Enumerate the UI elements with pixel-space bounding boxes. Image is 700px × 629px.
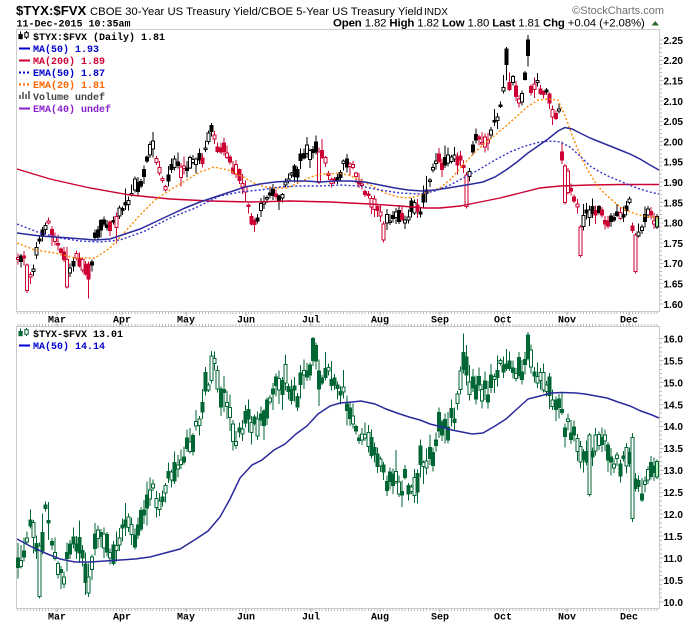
svg-text:Open 1.82 High 1.82 Low 1.80 L: Open 1.82 High 1.82 Low 1.80 Last 1.81 C… xyxy=(333,18,645,30)
svg-text:16.0: 16.0 xyxy=(664,334,684,345)
svg-text:Apr: Apr xyxy=(113,613,131,624)
svg-text:1.65: 1.65 xyxy=(664,280,684,291)
svg-text:13.5: 13.5 xyxy=(664,444,684,455)
svg-text:15.0: 15.0 xyxy=(664,378,684,389)
svg-text:Oct: Oct xyxy=(494,613,512,624)
svg-text:2.25: 2.25 xyxy=(664,36,684,47)
svg-text:Mar: Mar xyxy=(48,316,66,327)
svg-text:Jun: Jun xyxy=(237,316,255,327)
svg-text:$TYX:$FVX (Daily) 1.81: $TYX:$FVX (Daily) 1.81 xyxy=(33,32,165,44)
svg-text:2.05: 2.05 xyxy=(664,117,684,128)
svg-text:1.85: 1.85 xyxy=(664,198,684,209)
svg-text:INDX: INDX xyxy=(424,7,448,18)
svg-text:1.75: 1.75 xyxy=(664,239,684,250)
svg-text:10.5: 10.5 xyxy=(664,576,684,587)
svg-text:Jul: Jul xyxy=(302,315,320,327)
svg-text:$TYX:$FVX: $TYX:$FVX xyxy=(16,3,87,18)
svg-text:Dec: Dec xyxy=(620,316,638,327)
svg-text:Dec: Dec xyxy=(620,613,638,624)
svg-text:11.0: 11.0 xyxy=(664,554,683,565)
svg-text:EMA(40) undef: EMA(40) undef xyxy=(33,104,111,116)
svg-text:Volume undef: Volume undef xyxy=(33,92,105,104)
svg-text:$TYX-$FVX 13.01: $TYX-$FVX 13.01 xyxy=(33,329,123,341)
svg-text:1.80: 1.80 xyxy=(664,219,684,230)
svg-text:MA(200) 1.89: MA(200) 1.89 xyxy=(33,56,105,68)
svg-text:2.20: 2.20 xyxy=(664,56,684,67)
svg-text:12.5: 12.5 xyxy=(664,488,684,499)
svg-text:Nov: Nov xyxy=(558,316,576,327)
svg-text:May: May xyxy=(177,613,195,624)
svg-text:EMA(50) 1.87: EMA(50) 1.87 xyxy=(33,68,105,80)
svg-text:Nov: Nov xyxy=(558,613,576,624)
svg-text:EMA(20) 1.81: EMA(20) 1.81 xyxy=(33,80,105,92)
svg-text:14.5: 14.5 xyxy=(664,400,684,411)
svg-text:Mar: Mar xyxy=(48,613,66,624)
svg-text:©StockCharts.com: ©StockCharts.com xyxy=(572,5,664,17)
svg-text:Sep: Sep xyxy=(431,316,449,327)
svg-text:Jun: Jun xyxy=(237,613,255,624)
svg-text:13.0: 13.0 xyxy=(664,466,684,477)
svg-text:10.0: 10.0 xyxy=(664,598,684,609)
svg-text:2.10: 2.10 xyxy=(664,97,684,108)
svg-text:Aug: Aug xyxy=(371,316,389,327)
svg-text:2.00: 2.00 xyxy=(664,137,684,148)
svg-text:12.0: 12.0 xyxy=(664,510,684,521)
svg-text:Sep: Sep xyxy=(431,613,449,624)
svg-text:11.5: 11.5 xyxy=(664,532,683,543)
svg-text:2.15: 2.15 xyxy=(664,77,684,88)
svg-text:14.0: 14.0 xyxy=(664,422,684,433)
svg-text:Apr: Apr xyxy=(113,316,131,327)
svg-text:1.70: 1.70 xyxy=(664,259,684,270)
svg-text:Oct: Oct xyxy=(494,316,512,327)
svg-text:11-Dec-2015 10:35am: 11-Dec-2015 10:35am xyxy=(17,20,131,31)
svg-text:MA(50) 1.93: MA(50) 1.93 xyxy=(33,44,99,56)
svg-text:1.95: 1.95 xyxy=(664,158,684,169)
svg-text:May: May xyxy=(177,316,195,327)
svg-text:Aug: Aug xyxy=(371,613,389,624)
svg-text:15.5: 15.5 xyxy=(664,356,684,367)
svg-text:MA(50) 14.14: MA(50) 14.14 xyxy=(33,341,105,353)
svg-text:CBOE 30-Year US Treasury Yield: CBOE 30-Year US Treasury Yield/CBOE 5-Ye… xyxy=(90,6,423,18)
svg-text:1.60: 1.60 xyxy=(664,300,684,311)
svg-text:1.90: 1.90 xyxy=(664,178,684,189)
svg-text:Jul: Jul xyxy=(302,612,320,624)
